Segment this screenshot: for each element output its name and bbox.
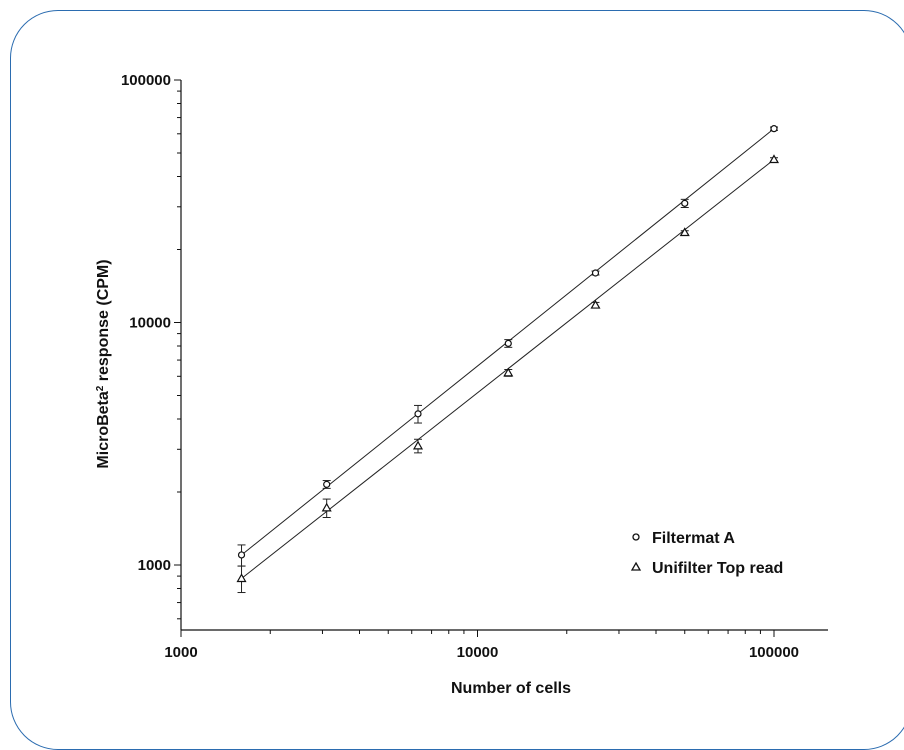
legend: Filtermat A Unifilter Top read: [630, 530, 783, 577]
y-tick-label: 1000: [138, 557, 171, 574]
legend-label-filtermat-a: Filtermat A: [652, 530, 735, 547]
x-tick-label: 1000: [164, 644, 197, 661]
y-tick-label: 100000: [121, 72, 171, 89]
legend-marker-filtermat-a: [632, 533, 640, 541]
y-tick-label: 10000: [129, 315, 171, 332]
data-point: [679, 227, 690, 237]
axes: 1000 10000 100000 1000 10000 100000: [121, 72, 828, 661]
legend-marker-unifilter-top-read: [630, 561, 642, 571]
y-axis-label-tail: response (CPM): [95, 259, 112, 385]
y-axis-label-superscript: 2: [95, 385, 106, 391]
data-point: [414, 410, 422, 418]
data-point: [504, 339, 512, 348]
legend-label-unifilter-top-read: Unifilter Top read: [652, 560, 783, 577]
x-tick-label: 10000: [457, 644, 499, 661]
x-axis-label: Number of cells: [451, 680, 571, 697]
data-point: [590, 299, 601, 309]
data-point: [681, 199, 689, 207]
data-point: [321, 502, 332, 512]
data-point: [237, 551, 246, 559]
data-point: [503, 367, 514, 377]
y-axis-label-main: MicroBeta: [95, 391, 112, 468]
data-point: [591, 269, 600, 277]
chart-marks: [236, 125, 780, 594]
data-point: [770, 125, 778, 133]
y-axis-label: MicroBeta2 response (CPM): [95, 259, 113, 468]
x-tick-label: 100000: [749, 644, 799, 661]
series-unifilter-top-read: [236, 154, 780, 594]
data-point: [236, 573, 247, 583]
chart: 1000 10000 100000 1000 10000 100000 Number of…: [95, 72, 828, 697]
data-point: [768, 154, 780, 164]
data-point: [412, 440, 424, 450]
data-point: [323, 480, 331, 488]
series-filtermat-a: [237, 125, 778, 567]
